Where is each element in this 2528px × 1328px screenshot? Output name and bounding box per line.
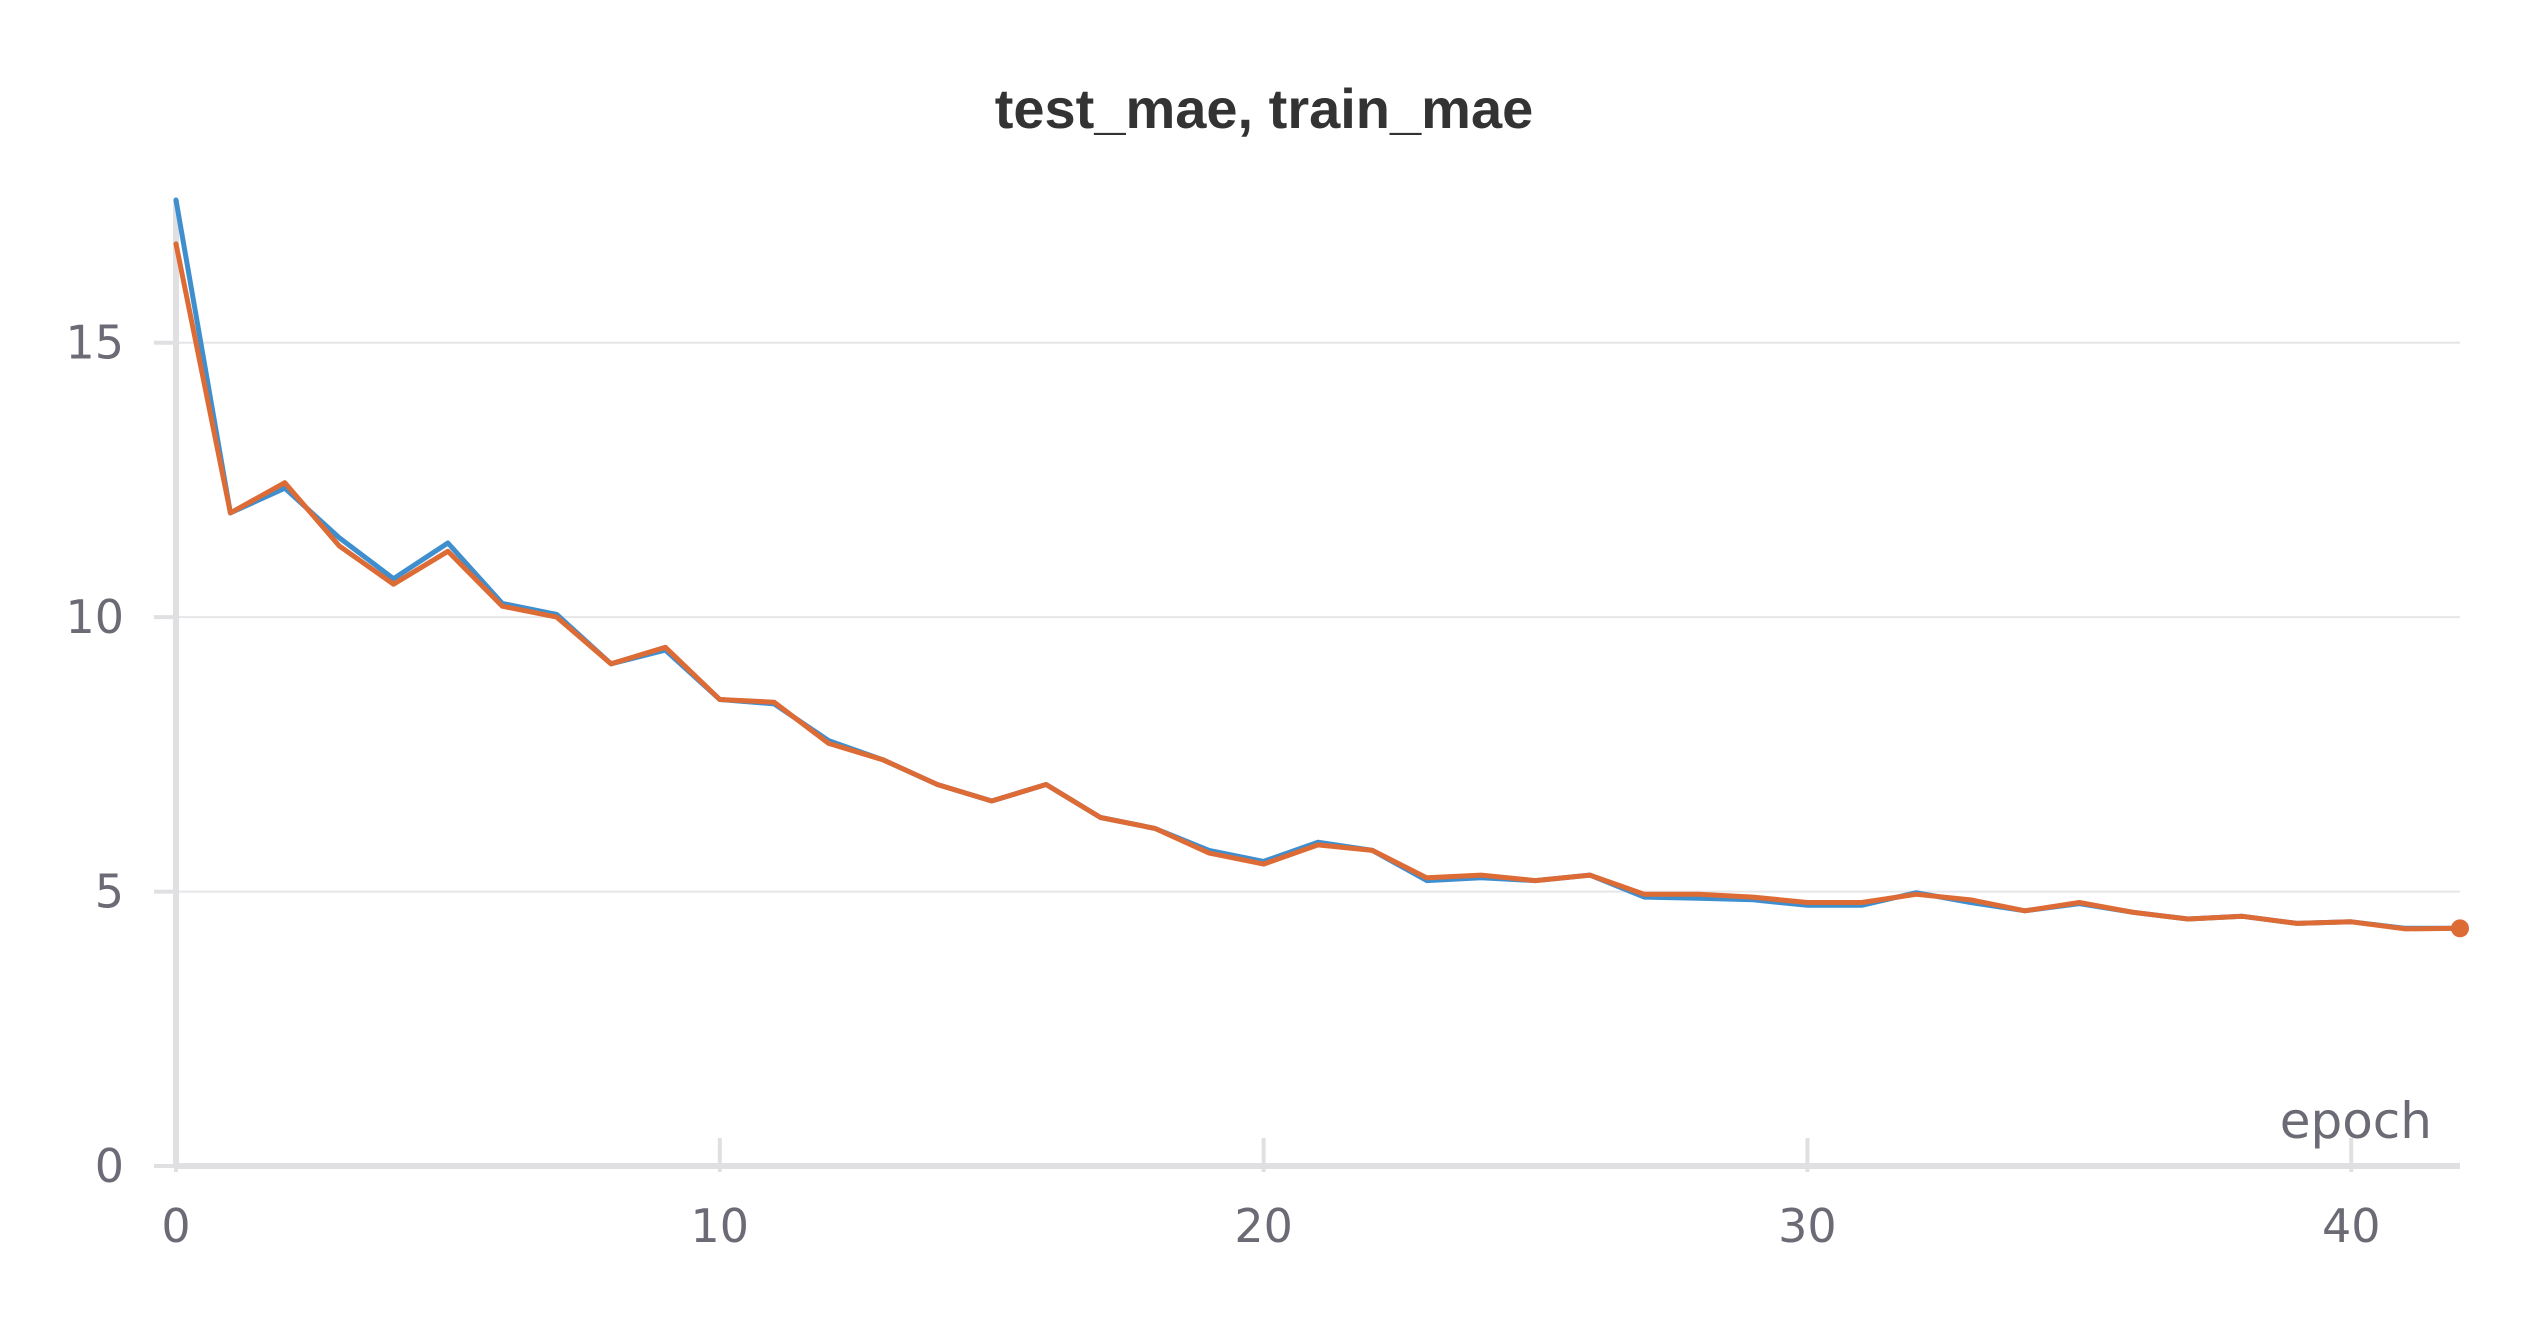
x-tick-labels: 0 10 20 30 40 xyxy=(161,1199,2380,1253)
y-tick-label: 5 xyxy=(95,865,124,919)
series-lines xyxy=(173,197,2469,938)
series-end-point xyxy=(2451,919,2469,938)
x-tick-label: 0 xyxy=(161,1199,190,1253)
x-axis-label: epoch xyxy=(2280,1092,2432,1150)
x-tick-label: 20 xyxy=(1234,1199,1293,1253)
axes xyxy=(154,200,2460,1172)
y-tick-labels: 0 5 10 15 xyxy=(65,316,124,1193)
x-tick-label: 40 xyxy=(2322,1199,2381,1253)
y-tick-label: 10 xyxy=(65,590,124,644)
x-tick-label: 30 xyxy=(1778,1199,1837,1253)
series-line-1 xyxy=(173,241,2463,932)
y-tick-label: 15 xyxy=(65,316,124,370)
y-tick-label: 0 xyxy=(95,1139,124,1193)
chart-title: test_mae, train_mae xyxy=(995,77,1534,140)
grid-lines xyxy=(176,341,2460,893)
series-line-0 xyxy=(173,197,2463,931)
x-tick-label: 10 xyxy=(691,1199,750,1253)
